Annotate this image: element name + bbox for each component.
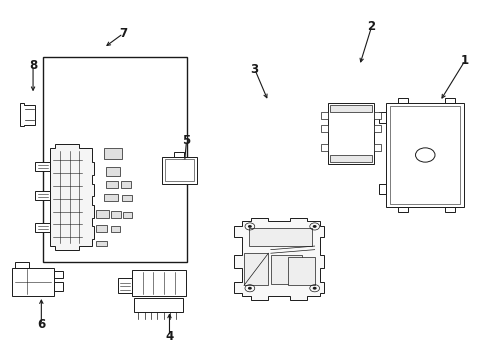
Text: 7: 7 [119, 27, 127, 40]
Bar [328, 103, 374, 164]
Bar [111, 211, 121, 217]
Polygon shape [234, 217, 324, 300]
Bar [330, 105, 372, 112]
Circle shape [248, 287, 252, 290]
Bar [374, 112, 381, 119]
Bar [330, 155, 372, 162]
Bar [288, 257, 315, 285]
Bar [374, 144, 381, 152]
Bar [386, 103, 464, 207]
Bar [35, 223, 50, 232]
Bar [132, 270, 186, 296]
Bar [97, 241, 107, 246]
Bar [53, 282, 63, 291]
Bar [379, 184, 386, 194]
Bar [104, 194, 118, 202]
Bar [106, 181, 118, 188]
Bar [249, 228, 312, 246]
Circle shape [313, 287, 317, 290]
Bar [121, 181, 131, 188]
Circle shape [313, 225, 317, 228]
Bar [53, 271, 63, 278]
Bar [379, 112, 386, 123]
Bar [271, 255, 302, 284]
Bar [320, 144, 328, 152]
Text: 2: 2 [368, 20, 376, 33]
Bar [12, 267, 53, 296]
Bar [374, 125, 381, 132]
Bar [97, 225, 107, 232]
Circle shape [248, 225, 252, 228]
Text: 4: 4 [165, 330, 173, 343]
Polygon shape [50, 144, 94, 249]
Bar [111, 226, 120, 232]
Text: 8: 8 [29, 59, 37, 72]
Bar [162, 157, 197, 184]
Text: 6: 6 [37, 318, 46, 331]
Bar [134, 298, 183, 312]
Bar [35, 191, 50, 200]
Bar [122, 195, 132, 202]
Bar [445, 207, 455, 212]
Bar [320, 112, 328, 119]
Bar [398, 98, 408, 103]
Bar [35, 162, 50, 171]
Bar [97, 210, 109, 217]
Bar [15, 262, 29, 267]
Bar [106, 167, 120, 176]
Bar [445, 98, 455, 103]
Bar [398, 207, 408, 212]
Polygon shape [20, 103, 34, 126]
Text: 5: 5 [182, 134, 191, 147]
Bar [320, 125, 328, 132]
Bar [165, 159, 195, 181]
Bar [104, 148, 122, 158]
Text: 3: 3 [251, 63, 259, 76]
Bar [390, 106, 460, 204]
Bar [118, 278, 132, 293]
Bar [174, 153, 184, 157]
Bar [43, 57, 187, 262]
Bar [123, 212, 132, 217]
Polygon shape [244, 253, 269, 285]
Text: 1: 1 [461, 54, 469, 67]
